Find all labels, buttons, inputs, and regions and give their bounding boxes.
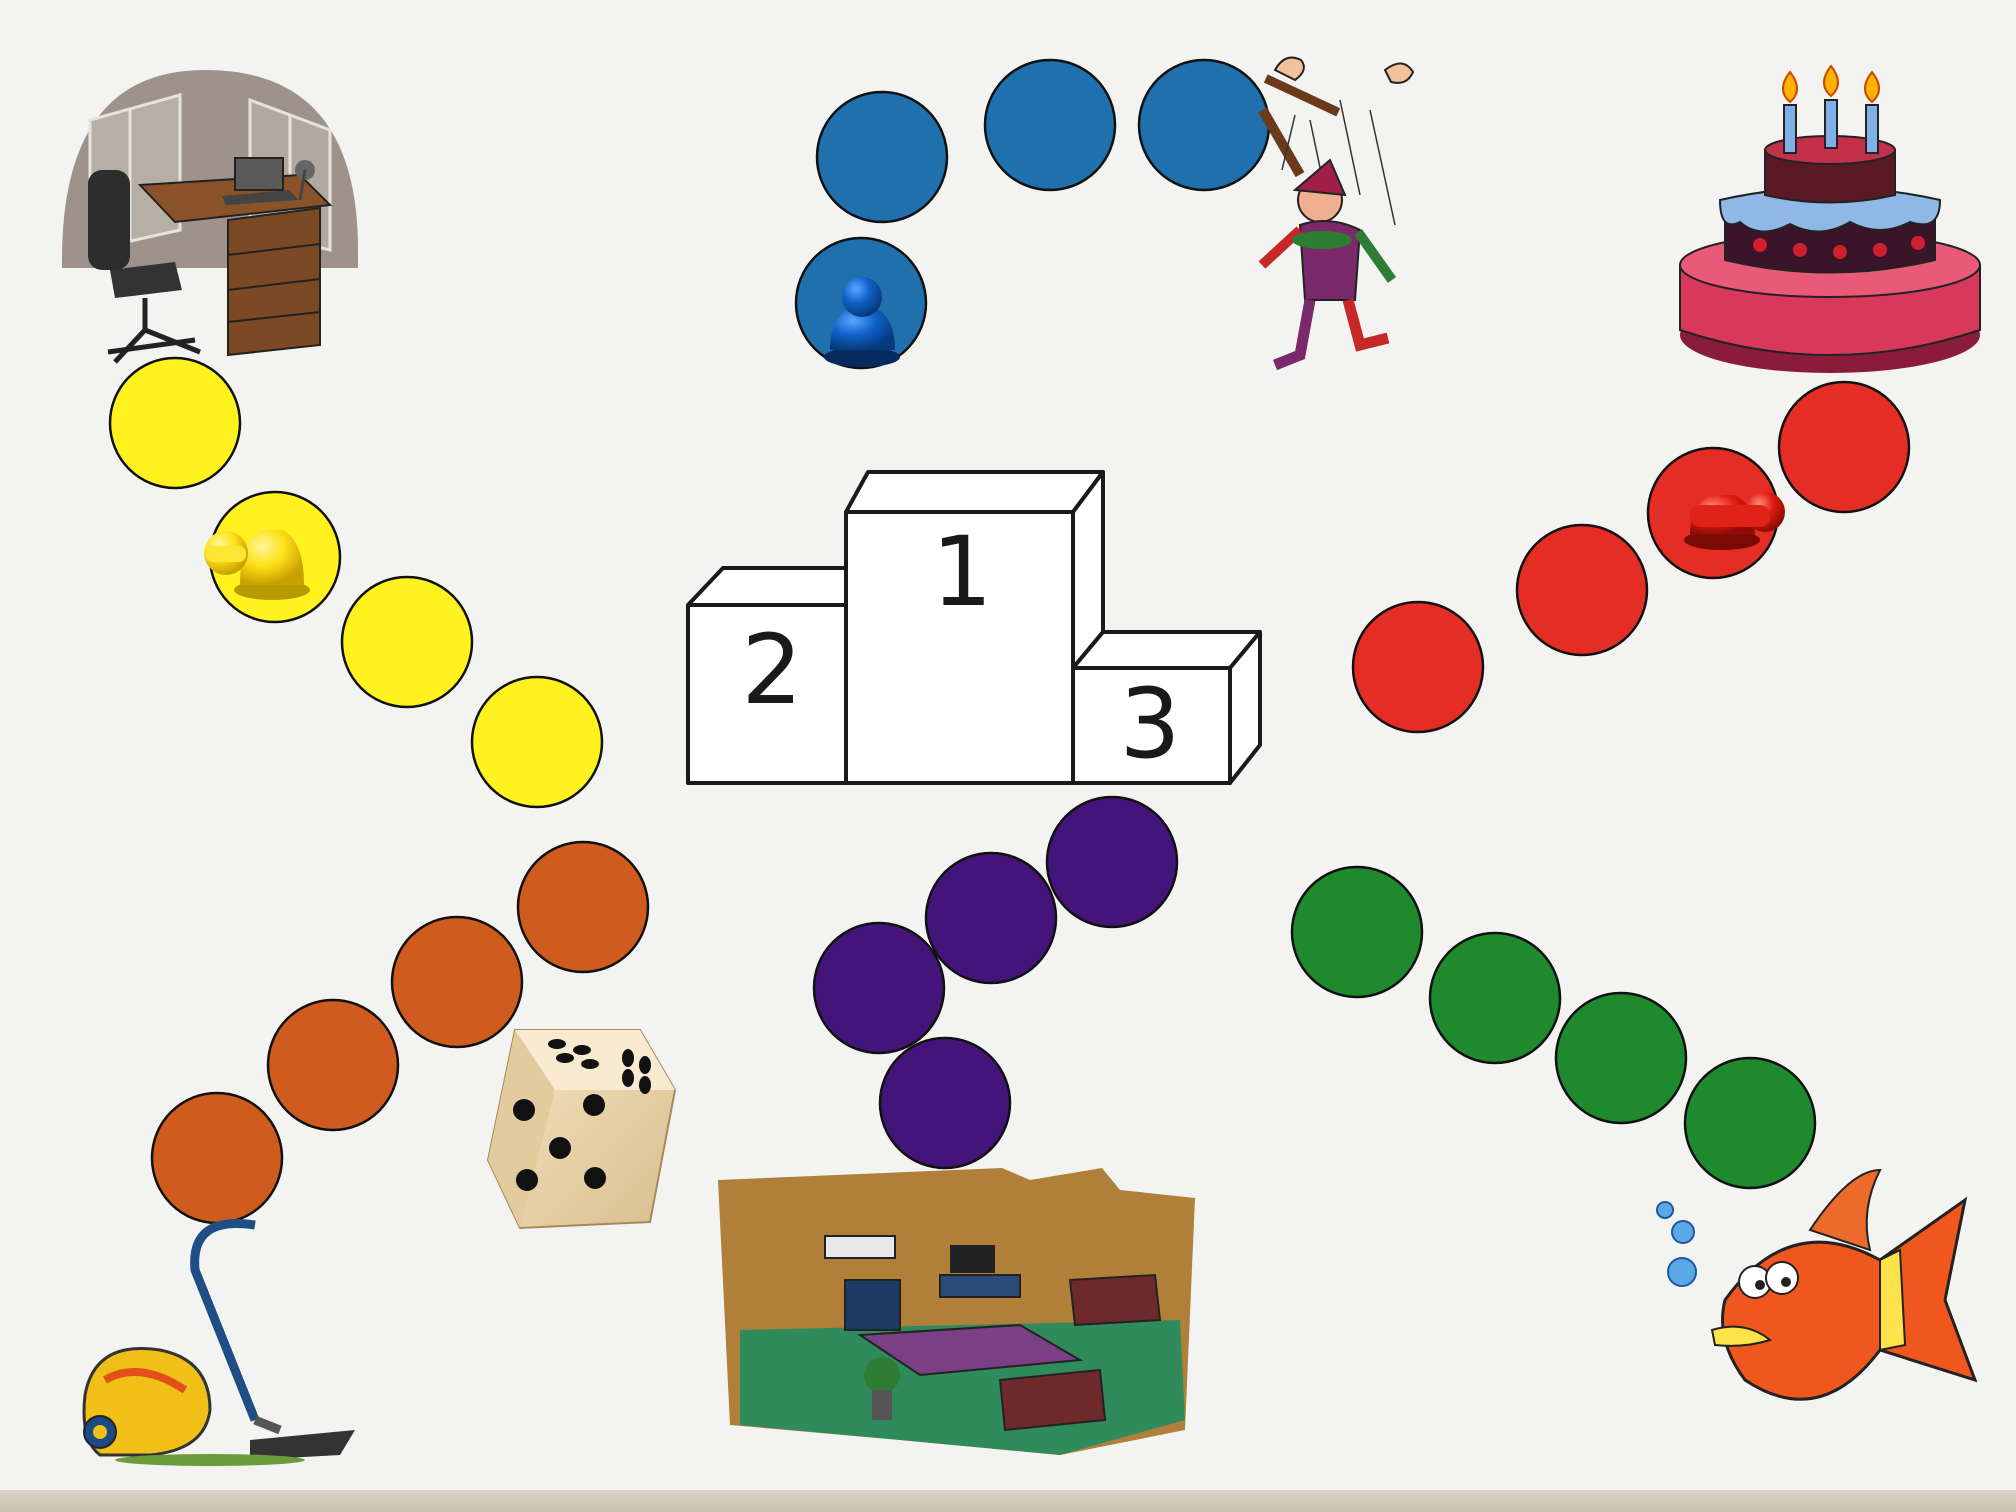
orange-track <box>150 840 650 1225</box>
living-room-icon <box>718 1168 1195 1455</box>
table-edge <box>0 1490 2016 1512</box>
purple-track <box>812 795 1179 1170</box>
purple-space-1[interactable] <box>878 1036 1012 1170</box>
green-space-2[interactable] <box>1428 931 1562 1065</box>
orange-space-3[interactable] <box>266 998 400 1132</box>
podium-second-label: 2 <box>741 614 802 726</box>
green-space-1[interactable] <box>1290 865 1424 999</box>
yellow-pawn[interactable] <box>204 530 310 600</box>
purple-space-3[interactable] <box>924 851 1058 985</box>
blue-space-4[interactable] <box>1137 58 1271 192</box>
orange-space-4[interactable] <box>150 1091 284 1225</box>
green-track <box>1290 865 1817 1190</box>
red-space-3[interactable] <box>1515 523 1649 657</box>
red-pawn[interactable] <box>1684 492 1785 550</box>
die[interactable] <box>486 1029 677 1230</box>
yellow-space-1[interactable] <box>108 356 242 490</box>
green-space-3[interactable] <box>1554 991 1688 1125</box>
die-top-face-pips <box>513 1094 606 1191</box>
podium-third-label: 3 <box>1119 668 1180 780</box>
green-space-4[interactable] <box>1683 1056 1817 1190</box>
podium-first-label: 1 <box>931 516 992 628</box>
fish-icon <box>1656 1168 1978 1401</box>
yellow-space-3[interactable] <box>340 575 474 709</box>
office-desk-icon <box>62 70 358 364</box>
die-side-face-pips <box>548 1039 651 1094</box>
blue-space-2[interactable] <box>815 90 949 224</box>
orange-space-2[interactable] <box>390 915 524 1049</box>
birthday-cake-icon <box>1679 64 1981 373</box>
purple-space-2[interactable] <box>812 921 946 1055</box>
red-space-1[interactable] <box>1777 380 1911 514</box>
orange-space-1[interactable] <box>516 840 650 974</box>
purple-space-4[interactable] <box>1045 795 1179 929</box>
vacuum-cleaner-icon <box>82 1219 355 1466</box>
yellow-space-4[interactable] <box>470 675 604 809</box>
puppet-icon <box>1258 56 1415 371</box>
podium <box>686 470 1262 785</box>
blue-pawn[interactable] <box>824 277 900 367</box>
red-space-4[interactable] <box>1351 600 1485 734</box>
blue-space-3[interactable] <box>983 58 1117 192</box>
